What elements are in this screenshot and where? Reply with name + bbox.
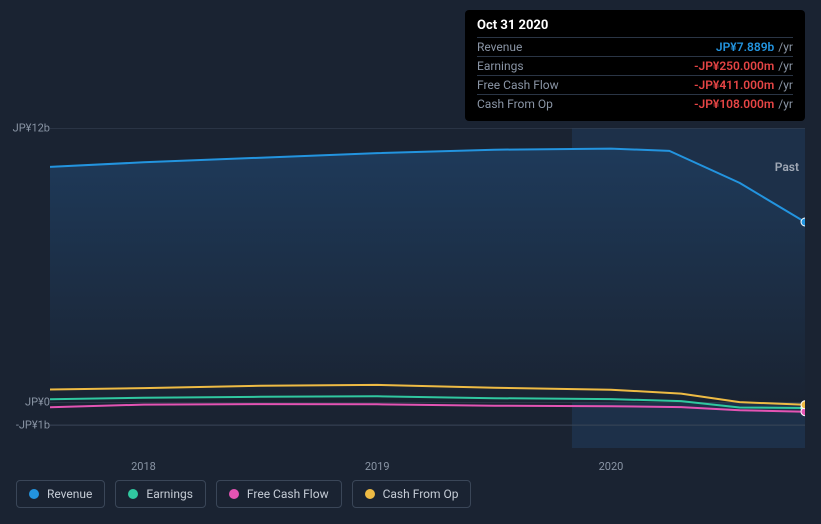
chart-container: Oct 31 2020 Revenue JP¥7.889b/yr Earnings -… — [16, 10, 805, 508]
tooltip-row-value: -JP¥250.000m — [694, 59, 774, 73]
legend-label: Cash From Op — [383, 487, 459, 501]
tooltip-row: Free Cash Flow -JP¥411.000m/yr — [477, 75, 793, 94]
legend-label: Revenue — [47, 487, 92, 501]
tooltip-row-value: JP¥7.889b — [716, 40, 774, 54]
tooltip-row-unit: /yr — [778, 40, 793, 54]
legend-dot-icon — [128, 489, 138, 499]
x-axis-label: 2018 — [131, 460, 156, 473]
tooltip-row: Earnings -JP¥250.000m/yr — [477, 56, 793, 75]
y-axis-label: JP¥12b — [13, 122, 50, 135]
tooltip-row: Revenue JP¥7.889b/yr — [477, 37, 793, 56]
financial-line-chart — [50, 128, 805, 448]
x-axis-label: 2020 — [599, 460, 624, 473]
tooltip-date: Oct 31 2020 — [477, 18, 793, 37]
tooltip-row-value: -JP¥411.000m — [694, 78, 774, 92]
legend-item-revenue[interactable]: Revenue — [16, 480, 105, 508]
y-axis-label: JP¥0 — [25, 396, 50, 409]
tooltip-row-label: Earnings — [477, 59, 524, 73]
legend-label: Earnings — [146, 487, 193, 501]
legend-label: Free Cash Flow — [247, 487, 329, 501]
tooltip-row-unit: /yr — [778, 78, 793, 92]
chart-tooltip: Oct 31 2020 Revenue JP¥7.889b/yr Earnings -… — [465, 10, 805, 121]
tooltip-row-unit: /yr — [778, 59, 793, 73]
legend-item-cash-from-op[interactable]: Cash From Op — [352, 480, 472, 508]
tooltip-row-label: Free Cash Flow — [477, 78, 559, 92]
tooltip-row-unit: /yr — [778, 97, 793, 111]
y-axis-label: -JP¥1b — [16, 419, 50, 432]
legend-dot-icon — [365, 489, 375, 499]
legend-item-earnings[interactable]: Earnings — [115, 480, 206, 508]
tooltip-row: Cash From Op -JP¥108.000m/yr — [477, 94, 793, 113]
chart-legend: Revenue Earnings Free Cash Flow Cash From O… — [16, 480, 471, 508]
legend-dot-icon — [29, 489, 39, 499]
tooltip-row-label: Revenue — [477, 40, 522, 54]
x-axis-label: 2019 — [365, 460, 390, 473]
tooltip-row-value: -JP¥108.000m — [694, 97, 774, 111]
legend-item-free-cash-flow[interactable]: Free Cash Flow — [216, 480, 342, 508]
past-label: Past — [775, 160, 799, 174]
tooltip-row-label: Cash From Op — [477, 97, 553, 111]
legend-dot-icon — [229, 489, 239, 499]
